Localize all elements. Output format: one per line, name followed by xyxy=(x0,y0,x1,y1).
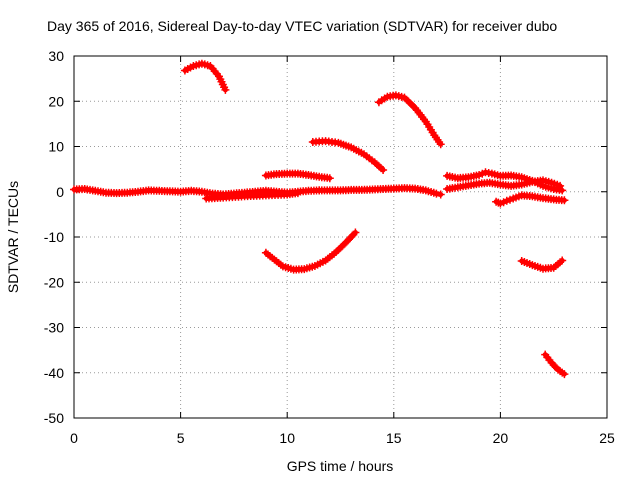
y-tick-label: -30 xyxy=(44,320,64,336)
y-tick-label: 0 xyxy=(56,184,64,200)
series-arc-minus-16 xyxy=(517,256,567,273)
chart-title: Day 365 of 2016, Sidereal Day-to-day VTE… xyxy=(47,18,557,34)
series xyxy=(70,59,569,379)
data-point xyxy=(556,181,565,190)
x-tick-label: 15 xyxy=(386,430,402,446)
series-arc-minus-40 xyxy=(541,350,569,379)
series-arc-minus-17 xyxy=(261,228,360,274)
y-tick-label: 10 xyxy=(48,139,64,155)
y-tick-label: -50 xyxy=(44,410,64,426)
series-arc-main-lower xyxy=(202,189,302,203)
data-point xyxy=(379,166,388,174)
data-point xyxy=(436,140,445,149)
ticks: 0 5 10 15 20 25 -50 -40 -30 -20 -10 0 10 20 30 xyxy=(44,48,615,446)
series-arc-right-dip xyxy=(492,191,569,208)
series-arc-peak-28 xyxy=(180,59,230,94)
series-arc-peak-21 xyxy=(374,91,445,149)
grid xyxy=(74,56,607,418)
series-line xyxy=(376,92,444,147)
series-arc-11 xyxy=(308,137,388,174)
y-tick-label: 30 xyxy=(48,48,64,64)
x-tick-label: 25 xyxy=(599,430,615,446)
x-tick-label: 20 xyxy=(493,430,509,446)
y-tick-label: -20 xyxy=(44,274,64,290)
data-point xyxy=(221,85,230,94)
data-point xyxy=(560,196,569,205)
data-point xyxy=(558,256,567,265)
y-tick-label: 20 xyxy=(48,93,64,109)
x-axis-label: GPS time / hours xyxy=(287,458,394,474)
data-point xyxy=(432,189,441,198)
y-axis-label: SDTVAR / TECUs xyxy=(5,181,21,293)
data-point xyxy=(325,174,334,183)
series-arc-main-b xyxy=(315,184,445,199)
series-arc-4 xyxy=(261,169,334,183)
x-tick-label: 5 xyxy=(177,430,185,446)
data-point xyxy=(351,228,360,237)
data-point xyxy=(293,189,302,198)
plot-frame xyxy=(73,55,608,419)
y-tick-label: -40 xyxy=(44,365,64,381)
data-point xyxy=(558,186,567,195)
data-point xyxy=(436,190,445,199)
y-tick-label: -10 xyxy=(44,229,64,245)
x-tick-label: 0 xyxy=(70,430,78,446)
data-point xyxy=(560,370,569,379)
x-tick-label: 10 xyxy=(279,430,295,446)
series-arc-right-mid xyxy=(443,176,565,193)
